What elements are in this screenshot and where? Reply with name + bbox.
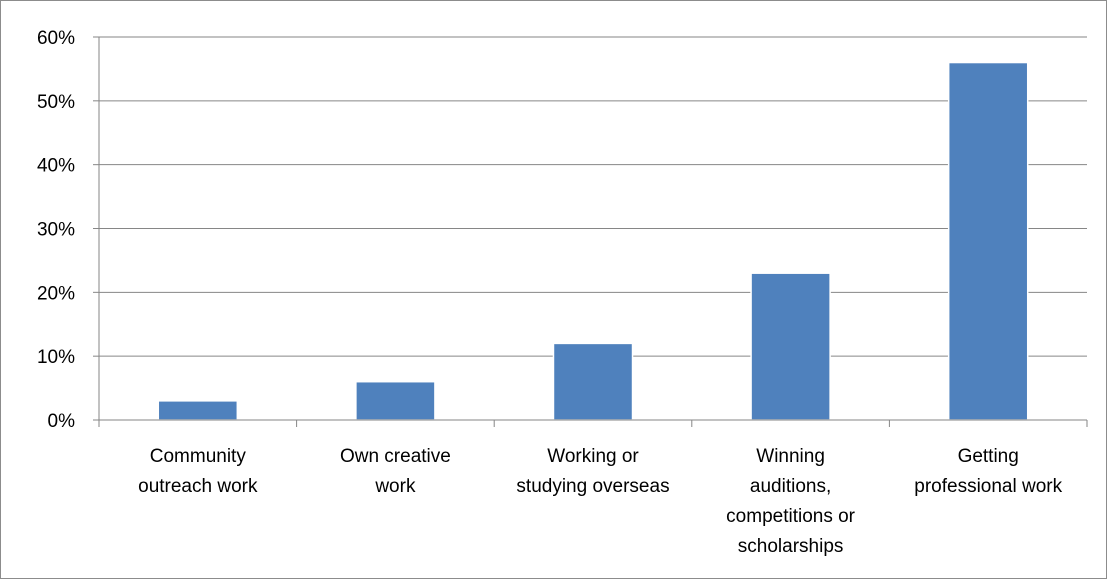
x-category-label-line: Getting [958, 446, 1019, 467]
x-category-label: Community outreach work [138, 446, 258, 497]
x-category-label-line: Community [150, 446, 247, 467]
x-category-label-line: studying overseas [516, 476, 669, 497]
x-category-label: Winning auditions, competitions or scholars… [726, 446, 856, 557]
x-category-label: Working or studying overseas [516, 446, 669, 497]
bar [947, 61, 1029, 421]
x-category-label-line: auditions, [750, 476, 831, 497]
x-category-label-line: scholarships [738, 536, 844, 557]
gridlines [93, 36, 1087, 421]
x-category-label-line: Own creative [340, 446, 451, 467]
y-tick-label: 50% [37, 92, 75, 113]
bar [552, 342, 634, 421]
bars [157, 61, 1029, 421]
x-category-label-line: work [374, 476, 416, 497]
x-category-label-line: outreach work [138, 476, 258, 497]
y-tick-label: 60% [37, 28, 75, 49]
y-axis-tick-labels: 0% 10% 20% 30% 40% 50% 60% [37, 28, 75, 432]
bar [157, 400, 239, 421]
x-category-label-line: professional work [914, 476, 1062, 497]
x-axis [98, 37, 1088, 427]
bar [750, 272, 831, 421]
x-axis-category-labels: Community outreach work Own creative work Wo… [138, 446, 1062, 557]
bar [355, 380, 436, 421]
x-category-label-line: competitions or [726, 506, 856, 527]
y-tick-label: 20% [37, 283, 75, 304]
y-tick-label: 0% [48, 411, 76, 432]
x-category-label: Getting professional work [914, 446, 1062, 497]
y-tick-label: 30% [37, 220, 75, 241]
x-category-label: Own creative work [340, 446, 451, 497]
x-category-label-line: Working or [547, 446, 639, 467]
y-tick-label: 10% [37, 347, 75, 368]
x-category-label-line: Winning [756, 446, 825, 467]
y-tick-label: 40% [37, 156, 75, 177]
